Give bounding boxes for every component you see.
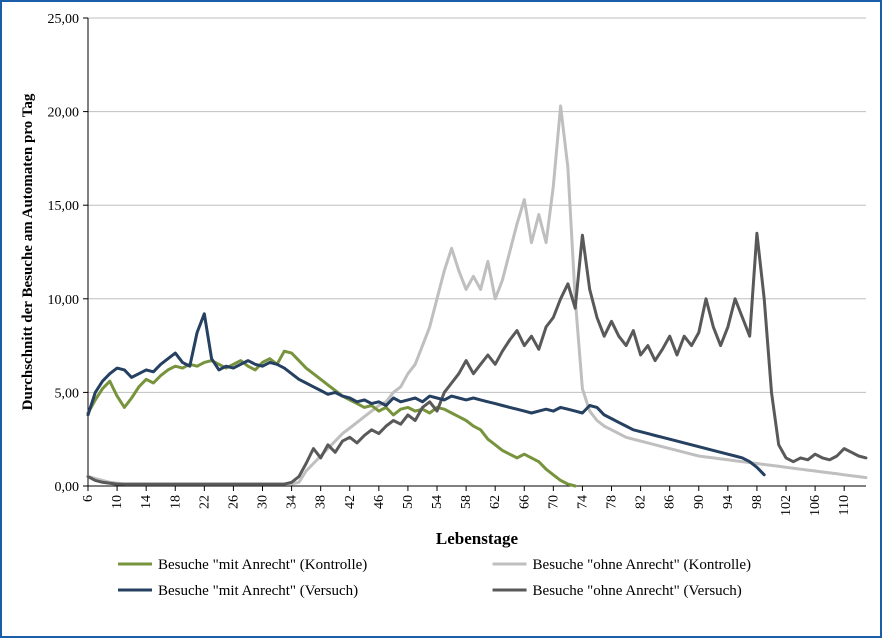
line-chart: 0,00 5,00 10,00 15,00 20,00 25,00 6 10 14 18 22 26 3… [10, 6, 872, 630]
x-tick-label: 14 [139, 495, 154, 509]
x-tick-label: 106 [808, 495, 823, 516]
x-tick-label: 110 [837, 495, 852, 515]
legend-label: Besuche "mit Anrecht" (Versuch) [158, 583, 358, 599]
legend-label: Besuche "ohne Anrecht" (Kontrolle) [533, 557, 751, 573]
x-tick-label: 30 [256, 495, 271, 509]
x-axis-title: Lebenstage [436, 529, 519, 548]
y-tick-label: 5,00 [55, 386, 80, 401]
x-tick-label: 86 [663, 495, 678, 509]
x-tick-label: 78 [605, 495, 620, 509]
x-tick-label: 54 [430, 495, 445, 509]
y-tick-label: 0,00 [55, 480, 80, 495]
x-tick-label: 42 [343, 495, 358, 509]
x-tick-label: 10 [110, 495, 125, 509]
x-tick-label: 98 [750, 495, 765, 509]
x-tick-label: 34 [285, 495, 300, 509]
x-tick-label: 46 [372, 495, 387, 509]
x-tick-label: 90 [692, 495, 707, 509]
x-tick-label: 58 [459, 495, 474, 509]
x-tick-label: 74 [575, 495, 590, 509]
x-tick-label: 94 [721, 495, 736, 509]
y-tick-label: 20,00 [48, 106, 80, 121]
y-tick-label: 25,00 [48, 12, 80, 27]
y-tick-label: 15,00 [48, 199, 80, 214]
y-axis-title: Durchschnitt der Besuche am Automaten pr… [20, 93, 36, 410]
x-tick-label: 102 [779, 495, 794, 516]
x-tick-label: 82 [634, 495, 649, 509]
x-tick-label: 66 [517, 495, 532, 509]
x-tick-label: 70 [546, 495, 561, 509]
x-tick-label: 22 [197, 495, 212, 509]
chart-frame: 0,00 5,00 10,00 15,00 20,00 25,00 6 10 14 18 22 26 3… [0, 0, 882, 638]
x-tick-label: 50 [401, 495, 416, 509]
legend-label: Besuche "ohne Anrecht" (Versuch) [533, 583, 742, 599]
x-tick-label: 62 [488, 495, 503, 509]
y-tick-label: 10,00 [48, 293, 80, 308]
x-tick-label: 18 [168, 495, 183, 509]
x-tick-label: 38 [314, 495, 329, 509]
x-tick-label: 26 [226, 495, 241, 509]
legend-label: Besuche "mit Anrecht" (Kontrolle) [158, 557, 367, 573]
x-tick-label: 6 [81, 495, 96, 502]
